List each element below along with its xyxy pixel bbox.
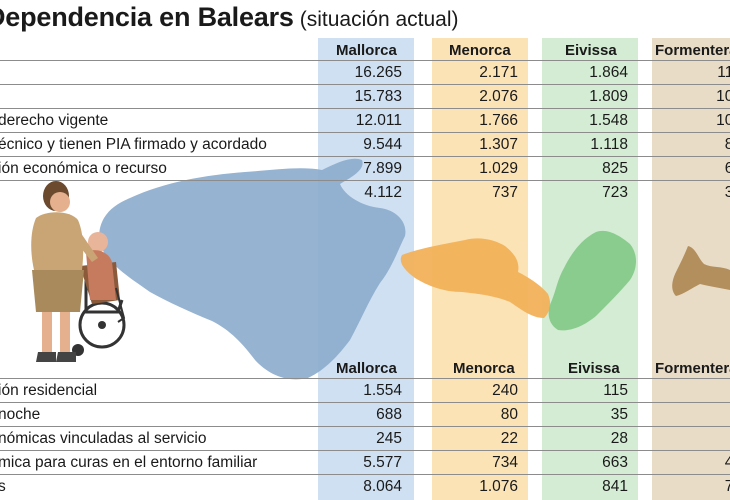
cell-mallorca: 688 — [376, 406, 402, 423]
cell-eivissa: 1.548 — [589, 112, 628, 129]
formentera-island-shape — [672, 246, 730, 296]
cell-formentera: 45 — [724, 454, 730, 471]
table-row: ión residencial 1.554 240 115 — [0, 378, 730, 403]
cell-mallorca: 7.899 — [363, 160, 402, 177]
header-formentera-bottom: Formentera — [655, 360, 730, 377]
cell-eivissa: 825 — [602, 160, 628, 177]
cell-formentera: 63 — [724, 160, 730, 177]
cell-mallorca: 245 — [376, 430, 402, 447]
row-label: écnico y tienen PIA firmado y acordado — [0, 136, 267, 153]
cell-menorca: 1.307 — [479, 136, 518, 153]
title-sub: (situación actual) — [299, 8, 459, 31]
table-row: noche 688 80 35 2 — [0, 402, 730, 427]
cell-eivissa: 723 — [602, 184, 628, 201]
cell-eivissa: 1.864 — [589, 64, 628, 81]
cell-mallorca: 8.064 — [363, 478, 402, 495]
cell-menorca: 2.076 — [479, 88, 518, 105]
header-menorca: Menorca — [449, 42, 511, 59]
table-row: écnico y tienen PIA firmado y acordado 9… — [0, 132, 730, 157]
row-label: s — [0, 478, 6, 495]
cell-eivissa: 1.118 — [590, 136, 628, 153]
cell-formentera: 116 — [717, 64, 730, 81]
cell-eivissa: 1.809 — [589, 88, 628, 105]
cell-formentera: 102 — [716, 112, 730, 129]
cell-menorca: 1.766 — [479, 112, 518, 129]
header-menorca-bottom: Menorca — [453, 360, 515, 377]
table-row: s 8.064 1.076 841 74 — [0, 474, 730, 499]
cell-mallorca: 16.265 — [354, 64, 402, 81]
header-mallorca: Mallorca — [336, 42, 397, 59]
row-label: derecho vigente — [0, 112, 109, 129]
table-row: 15.783 2.076 1.809 105 — [0, 84, 730, 109]
header-eivissa-bottom: Eivissa — [568, 360, 620, 377]
cell-mallorca: 9.544 — [363, 136, 402, 153]
wheelchair-caregiver-illustration — [31, 181, 126, 362]
header-eivissa: Eivissa — [565, 42, 617, 59]
cell-formentera: 2 — [648, 406, 730, 424]
mallorca-island-shape — [99, 158, 406, 380]
row-label: noche — [0, 406, 41, 423]
header-mallorca-bottom: Mallorca — [336, 360, 397, 377]
cell-menorca: 240 — [492, 382, 518, 399]
table-row: nómicas vinculadas al servicio 245 22 28 — [0, 426, 730, 451]
cell-formentera: 74 — [724, 478, 730, 495]
cell-eivissa: 841 — [602, 478, 628, 495]
table-row: ión económica o recurso 7.899 1.029 825 … — [0, 156, 730, 181]
cell-menorca: 734 — [492, 454, 518, 471]
cell-mallorca: 1.554 — [363, 382, 402, 399]
cell-formentera: 36 — [724, 184, 730, 201]
menorca-island-shape — [400, 238, 551, 318]
table-row: derecho vigente 12.011 1.766 1.548 102 — [0, 108, 730, 133]
chart-title: Dependencia en Balears (situación actual) — [0, 2, 459, 33]
row-label: ión económica o recurso — [0, 160, 167, 177]
cell-mallorca: 15.783 — [354, 88, 402, 105]
cell-menorca: 1.076 — [479, 478, 518, 495]
cell-eivissa: 663 — [602, 454, 628, 471]
row-label: nómicas vinculadas al servicio — [0, 430, 207, 447]
eivissa-island-shape — [548, 230, 636, 331]
row-label: ión residencial — [0, 382, 98, 399]
cell-menorca: 1.029 — [479, 160, 518, 177]
cell-mallorca: 5.577 — [363, 454, 402, 471]
cell-mallorca: 4.112 — [364, 184, 402, 201]
cell-menorca: 80 — [500, 406, 518, 423]
table-row: mica para curas en el entorno familiar 5… — [0, 450, 730, 475]
cell-formentera: 105 — [716, 88, 730, 105]
cell-formentera: 85 — [724, 136, 730, 153]
cell-mallorca: 12.011 — [355, 112, 402, 129]
header-formentera: Formentera — [655, 42, 730, 59]
table-row: 4.112 737 723 36 — [0, 180, 730, 205]
table-row: 16.265 2.171 1.864 116 — [0, 60, 730, 85]
cell-eivissa: 28 — [610, 430, 628, 447]
cell-eivissa: 115 — [603, 382, 628, 399]
title-main: Dependencia en Balears — [0, 2, 294, 32]
cell-eivissa: 35 — [610, 406, 628, 423]
cell-menorca: 22 — [500, 430, 518, 447]
cell-menorca: 2.171 — [479, 64, 518, 81]
cell-menorca: 737 — [492, 184, 518, 201]
row-label: mica para curas en el entorno familiar — [0, 454, 258, 471]
